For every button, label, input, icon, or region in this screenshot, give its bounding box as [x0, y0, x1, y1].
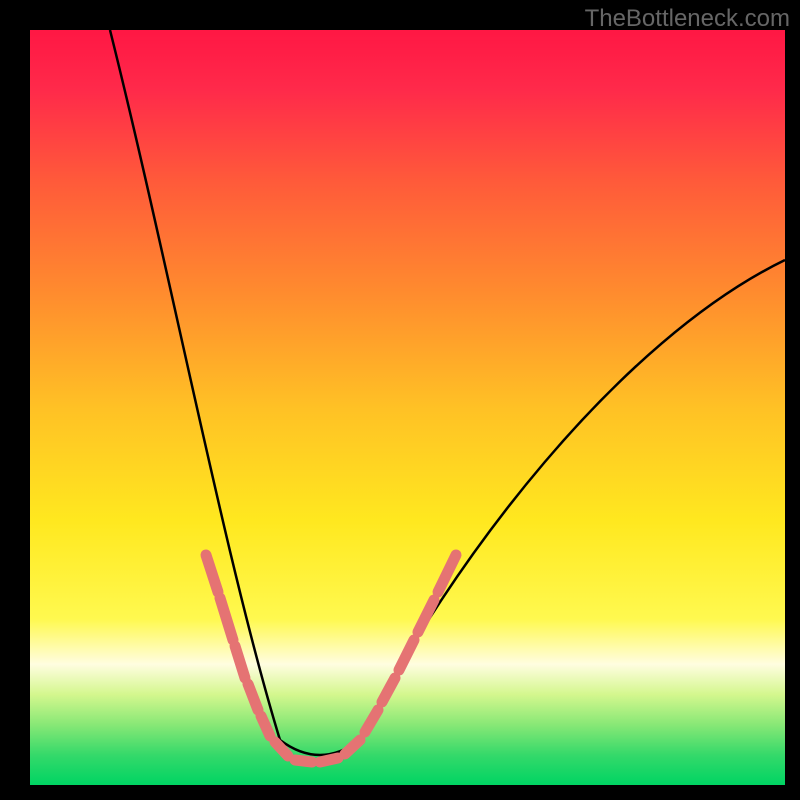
chart-container: TheBottleneck.com [0, 0, 800, 800]
watermark-text: TheBottleneck.com [585, 5, 790, 33]
chart-svg [0, 0, 800, 800]
